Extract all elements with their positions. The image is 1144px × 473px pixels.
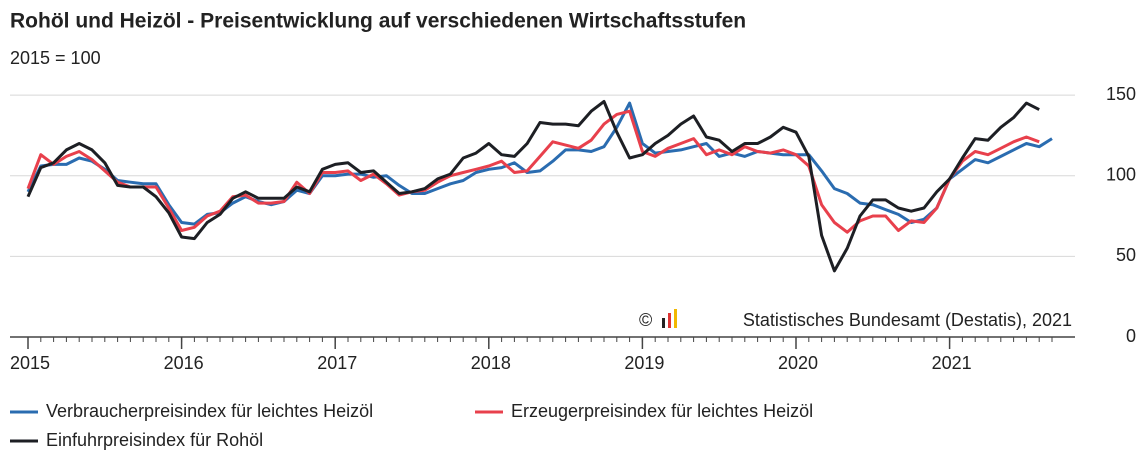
legend-label: Verbraucherpreisindex für leichtes Heizö… — [46, 401, 373, 421]
logo-bar — [674, 309, 677, 328]
source-symbol: © — [639, 310, 652, 330]
subtitle: 2015 = 100 — [10, 48, 101, 68]
x-tick-label: 2015 — [10, 353, 50, 373]
y-tick-label: 150 — [1106, 84, 1136, 104]
x-tick-label: 2020 — [778, 353, 818, 373]
legend-item: Verbraucherpreisindex für leichtes Heizö… — [10, 401, 373, 421]
legend-label: Einfuhrpreisindex für Rohöl — [46, 430, 263, 450]
y-tick-label: 50 — [1116, 245, 1136, 265]
source: © Statistisches Bundesamt (Destatis), 20… — [639, 309, 1072, 330]
legend-item: Erzeugerpreisindex für leichtes Heizöl — [475, 401, 813, 421]
x-tick-label: 2016 — [164, 353, 204, 373]
logo-bar — [662, 318, 665, 328]
logo-bar — [668, 313, 671, 328]
x-tick-label: 2021 — [932, 353, 972, 373]
y-tick-label: 100 — [1106, 164, 1136, 184]
y-tick-label: 0 — [1126, 326, 1136, 346]
series-line — [26, 100, 1040, 273]
chart-title: Rohöl und Heizöl - Preisentwicklung auf … — [10, 10, 746, 33]
legend-item: Einfuhrpreisindex für Rohöl — [10, 430, 263, 450]
x-tick-label: 2018 — [471, 353, 511, 373]
x-tick-label: 2019 — [624, 353, 664, 373]
legend-label: Erzeugerpreisindex für leichtes Heizöl — [511, 401, 813, 421]
series-line — [26, 109, 1040, 234]
series-line — [26, 101, 1053, 226]
x-tick-label: 2017 — [317, 353, 357, 373]
source-text: Statistisches Bundesamt (Destatis), 2021 — [743, 310, 1072, 330]
